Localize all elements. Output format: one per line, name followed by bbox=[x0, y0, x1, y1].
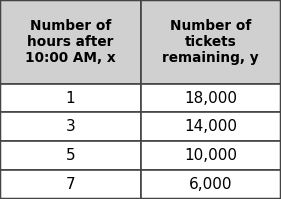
Bar bbox=[140, 141, 281, 170]
Text: 5: 5 bbox=[65, 148, 75, 163]
Bar bbox=[140, 170, 281, 199]
Bar bbox=[140, 84, 281, 112]
Text: 6,000: 6,000 bbox=[189, 177, 232, 192]
Text: 14,000: 14,000 bbox=[184, 119, 237, 134]
Bar bbox=[0, 84, 140, 112]
Bar bbox=[140, 0, 281, 84]
Text: 7: 7 bbox=[65, 177, 75, 192]
Text: 3: 3 bbox=[65, 119, 75, 134]
Bar bbox=[0, 112, 140, 141]
Text: Number of
hours after
10:00 AM, x: Number of hours after 10:00 AM, x bbox=[25, 19, 115, 65]
Bar bbox=[140, 112, 281, 141]
Text: 1: 1 bbox=[65, 91, 75, 105]
Bar bbox=[0, 170, 140, 199]
Text: 10,000: 10,000 bbox=[184, 148, 237, 163]
Bar bbox=[0, 0, 140, 84]
Bar bbox=[0, 141, 140, 170]
Text: 18,000: 18,000 bbox=[184, 91, 237, 105]
Text: Number of
tickets
remaining, y: Number of tickets remaining, y bbox=[162, 19, 259, 65]
